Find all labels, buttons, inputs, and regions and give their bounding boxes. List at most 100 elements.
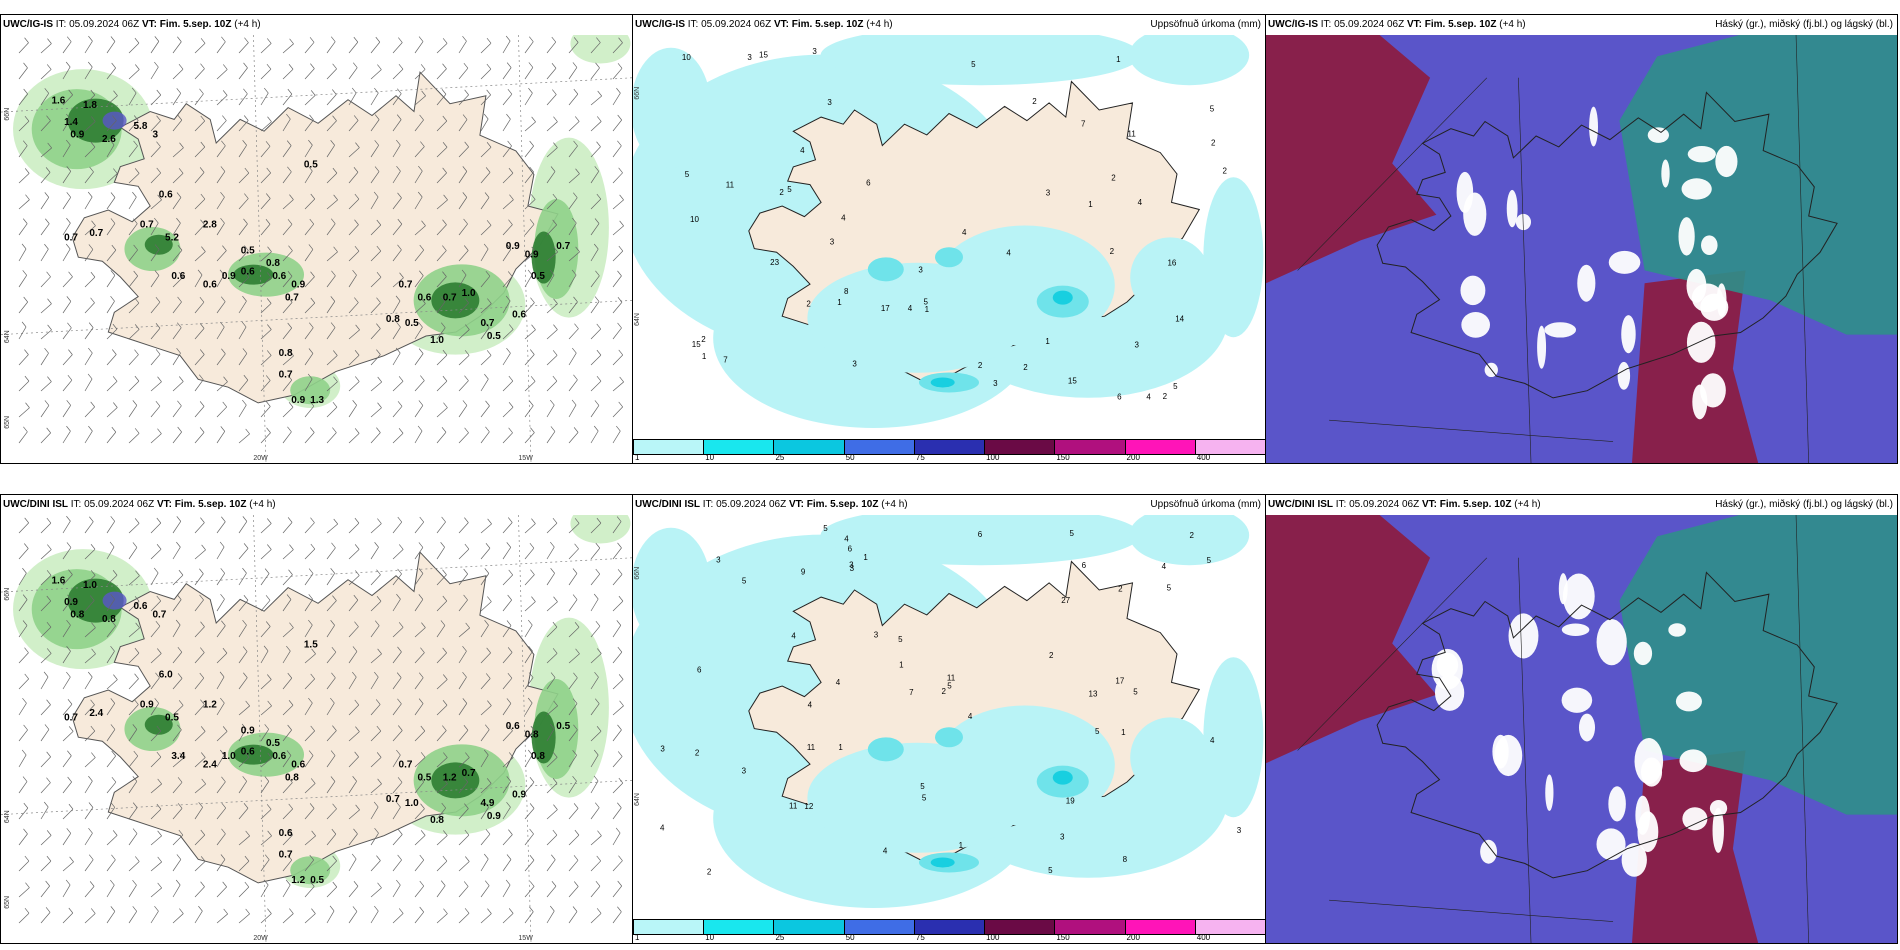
wind-barb: [172, 142, 184, 158]
wind-barb: [62, 542, 72, 560]
wind-barb: [546, 854, 556, 872]
wind-barb: [436, 194, 448, 210]
clear-sky-patch: [1715, 145, 1738, 178]
wind-barb: [18, 194, 30, 210]
wind-barb: [546, 541, 555, 560]
wind-barb: [150, 648, 162, 664]
wind-barb: [304, 37, 315, 54]
wind-barb: [260, 568, 270, 586]
wind-barb: [128, 115, 139, 132]
wind-barb: [106, 270, 116, 288]
wind-barb: [590, 802, 600, 820]
wind-barb: [502, 725, 513, 742]
wind-barb: [612, 855, 623, 872]
wind-barb: [348, 751, 359, 768]
wind-barb: [568, 906, 578, 924]
wind-barb: [40, 621, 52, 638]
panel-field-label: Uppsöfnuð úrkoma (mm): [1150, 499, 1261, 510]
wind-barb: [18, 882, 30, 898]
wind-barb: [238, 37, 249, 54]
wind-barb: [458, 908, 470, 924]
wind-barb: [524, 619, 533, 638]
wind-barb: [480, 192, 490, 210]
wind-barb: [612, 220, 624, 236]
wind-barb: [326, 595, 337, 612]
wind-barb: [370, 569, 381, 586]
wind-barb: [282, 594, 292, 612]
wind-barb: [216, 776, 226, 794]
wind-value-label: 6.0: [159, 670, 173, 681]
wind-barb: [106, 802, 116, 820]
wind-barb: [392, 63, 404, 80]
precip-value-label: 2: [701, 335, 706, 344]
wind-barb: [480, 647, 491, 664]
precip-value-label: 15: [1068, 377, 1077, 386]
wind-barb: [62, 322, 72, 340]
wind-value-label: 3.4: [171, 751, 185, 762]
wind-barb: [18, 375, 30, 392]
wind-barb: [304, 218, 315, 236]
wind-value-label: 0.6: [159, 190, 173, 201]
precip-value-label: 1: [1116, 55, 1121, 64]
wind-barb: [128, 324, 140, 340]
wind-barb: [612, 751, 623, 768]
wind-barb: [590, 593, 599, 612]
wind-barb: [84, 322, 94, 340]
wind-value-label: 1.0: [430, 335, 444, 346]
wind-barb: [128, 647, 140, 664]
wind-barb: [590, 166, 600, 184]
wind-barb: [370, 64, 382, 80]
wind-barb: [348, 36, 359, 54]
wind-barb: [392, 698, 402, 716]
wind-barb: [62, 828, 72, 846]
wind-barb: [568, 724, 578, 742]
wind-barb: [238, 803, 249, 820]
wind-value-label: 0.5: [310, 875, 324, 886]
precip-value-label: 3: [812, 47, 817, 56]
wind-barb: [62, 803, 74, 820]
colorbar-tick-label: 10: [705, 933, 715, 942]
wind-barb: [392, 376, 404, 392]
colorbar-tick-label: 400: [1196, 933, 1211, 942]
wind-barb: [282, 879, 291, 898]
wind-barb: [568, 116, 580, 132]
wind-barb: [216, 401, 228, 418]
wind-barb: [216, 296, 226, 314]
wind-barb: [150, 61, 159, 80]
wind-barb: [348, 400, 357, 418]
wind-barb: [524, 777, 535, 794]
wind-barb: [568, 217, 577, 236]
wind-barb: [458, 245, 469, 262]
wind-barb: [106, 541, 115, 560]
wind-barb: [612, 37, 623, 54]
colorbar-tick-label: 100: [986, 933, 1000, 942]
wind-barb: [172, 322, 182, 340]
wind-barb: [238, 348, 248, 366]
axis-label: 66N: [634, 87, 641, 100]
wind-barb: [62, 113, 71, 132]
wind-barb: [106, 62, 116, 80]
wind-barb: [216, 828, 226, 846]
wind-barb: [590, 908, 602, 924]
wind-barb: [348, 115, 359, 132]
wind-barb: [480, 853, 489, 872]
wind-barb: [172, 752, 184, 768]
wind-barb: [458, 856, 470, 872]
wind-barb: [128, 570, 140, 586]
precip-map: 66N 64N 3 2 3 2 2 3 4 3 1 1 4 5 10 6 4 1 4 2 5 6 4 5 2 2 3 3 2 2 11 15 8…: [633, 35, 1265, 439]
panel-title: UWC/DINI ISL IT: 05.09.2024 06Z VT: Fim.…: [1268, 499, 1541, 510]
wind-barb: [150, 544, 162, 560]
wind-barb: [216, 671, 225, 690]
wind-barb: [238, 193, 249, 210]
wind-barb: [238, 374, 249, 392]
wind-barb: [238, 619, 247, 638]
wind-barb: [436, 674, 448, 690]
wind-barb: [326, 115, 337, 132]
wind-barb: [458, 881, 469, 898]
panel-field-label: Uppsöfnuð úrkoma (mm): [1150, 19, 1261, 30]
wind-barb: [590, 323, 602, 340]
clear-sky-patch: [1700, 373, 1726, 408]
wind-barb: [546, 399, 555, 418]
wind-barb: [216, 217, 225, 236]
wind-value-label: 0.6: [241, 747, 255, 758]
